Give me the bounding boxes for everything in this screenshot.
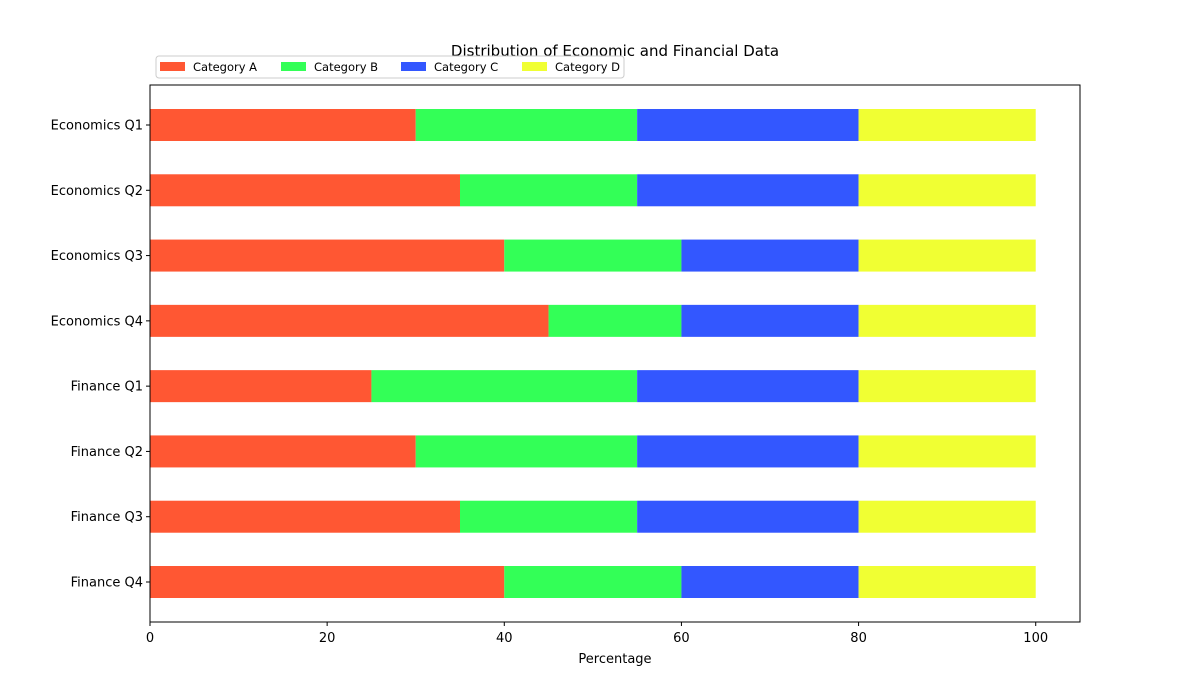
- bar-finance-q1-category-a: [150, 370, 372, 403]
- bars-layer: [150, 109, 1036, 598]
- bar-finance-q3-category-a: [150, 500, 460, 533]
- x-axis: 0 20 40 60 80 100: [146, 622, 1048, 646]
- bar-economics-q3-category-d: [858, 239, 1036, 272]
- legend-box: [155, 55, 625, 79]
- bar-economics-q1-category-b: [415, 109, 638, 141]
- bar-economics-q2-category-b: [460, 174, 638, 207]
- legend: Category A Category B Category C Category D: [155, 55, 625, 79]
- x-axis-label: Percentage: [578, 652, 651, 667]
- legend-label-category-a: Category A: [193, 60, 257, 74]
- y-tick-label: Economics Q4: [51, 314, 143, 329]
- y-tick-label: Finance Q3: [71, 510, 143, 525]
- x-tick-label: 20: [319, 631, 336, 646]
- bar-economics-q4-category-b: [548, 304, 682, 337]
- y-tick-label: Economics Q2: [51, 184, 143, 199]
- y-tick-label: Finance Q1: [71, 380, 143, 395]
- bar-economics-q3-category-a: [150, 239, 505, 272]
- y-tick-label: Finance Q2: [71, 445, 143, 460]
- legend-swatch-category-c: [401, 62, 426, 71]
- bar-finance-q1-category-b: [371, 370, 638, 403]
- x-tick-label: 80: [850, 631, 867, 646]
- x-tick-label: 100: [1023, 631, 1048, 646]
- bar-economics-q2-category-c: [637, 174, 859, 207]
- bar-finance-q2-category-d: [858, 435, 1036, 468]
- legend-swatch-category-b: [281, 62, 306, 71]
- x-tick-label: 0: [146, 631, 154, 646]
- legend-label-category-b: Category B: [314, 60, 378, 74]
- bar-economics-q4-category-c: [681, 304, 859, 337]
- plot-area-frame: [149, 84, 1081, 623]
- bar-finance-q2-category-a: [150, 435, 416, 468]
- bar-economics-q1-category-a: [150, 109, 416, 141]
- bar-economics-q3-category-b: [504, 239, 682, 272]
- bar-finance-q1-category-c: [637, 370, 859, 403]
- y-axis: Economics Q1 Economics Q2 Economics Q3 Econ…: [51, 119, 150, 591]
- y-tick-label: Economics Q3: [51, 249, 143, 264]
- bar-economics-q2-category-a: [150, 174, 460, 207]
- bar-economics-q4-category-a: [150, 304, 549, 337]
- bar-economics-q1-category-c: [637, 109, 859, 141]
- legend-label-category-d: Category D: [555, 60, 620, 74]
- legend-swatch-category-d: [522, 62, 547, 71]
- legend-swatch-category-a: [160, 62, 185, 71]
- bar-economics-q3-category-c: [681, 239, 859, 272]
- y-tick-label: Finance Q4: [71, 576, 143, 591]
- bar-economics-q2-category-d: [858, 174, 1036, 207]
- bar-finance-q3-category-b: [460, 500, 638, 533]
- bar-finance-q4-category-c: [681, 566, 859, 598]
- bar-finance-q1-category-d: [858, 370, 1036, 403]
- y-tick-label: Economics Q1: [51, 119, 143, 134]
- legend-label-category-c: Category C: [434, 60, 498, 74]
- bar-finance-q2-category-b: [415, 435, 638, 468]
- bar-finance-q3-category-d: [858, 500, 1036, 533]
- bar-finance-q4-category-d: [858, 566, 1036, 598]
- x-tick-label: 40: [496, 631, 513, 646]
- bar-finance-q4-category-a: [150, 566, 505, 598]
- bar-economics-q4-category-d: [858, 304, 1036, 337]
- bar-finance-q4-category-b: [504, 566, 682, 598]
- bar-economics-q1-category-d: [858, 109, 1036, 141]
- bar-finance-q3-category-c: [637, 500, 859, 533]
- x-tick-label: 60: [673, 631, 690, 646]
- bar-finance-q2-category-c: [637, 435, 859, 468]
